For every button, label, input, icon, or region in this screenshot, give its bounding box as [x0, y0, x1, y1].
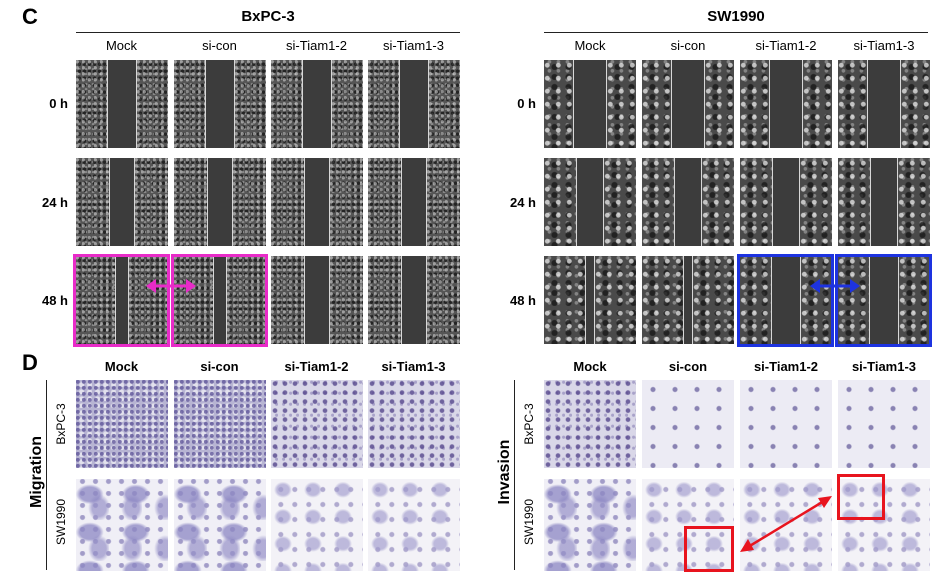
migration-bxpc3-si-tiam1-2-image [271, 380, 363, 468]
sw1990-title-underline [544, 32, 928, 33]
bxpc3-col-si-con: si-con [202, 38, 237, 53]
sw1990-col-mock: Mock [574, 38, 606, 53]
migration-bxpc3-si-con-image [174, 380, 266, 468]
invasion-bxpc3-si-tiam1-2-image [740, 380, 832, 468]
migration-sw1990-si-tiam1-2-image [271, 479, 363, 571]
bxpc3-si-tiam1-3-24h-image [368, 158, 460, 246]
bxpc3-si-tiam1-2-48h-image [271, 256, 363, 344]
sw1990-mock-48h-image [544, 256, 636, 344]
sw1990-si-tiam1-2-48h-image [740, 256, 832, 344]
migration-col-si-tiam1-2: si-Tiam1-2 [284, 359, 349, 374]
bxpc3-si-tiam1-3-48h-image [368, 256, 460, 344]
bxpc3-si-con-48h-image [174, 256, 266, 344]
invasion-sw1990-label: SW1990 [522, 498, 536, 546]
sw1990-time-0h: 0 h [517, 96, 536, 111]
sw1990-col-si-tiam1-2: si-Tiam1-2 [755, 38, 817, 53]
bxpc3-si-tiam1-3-0h-image [368, 60, 460, 148]
migration-col-si-con: si-con [200, 359, 239, 374]
bxpc3-mock-48h-image [76, 256, 168, 344]
invasion-bxpc3-si-tiam1-3-image [838, 380, 930, 468]
panel-c-letter: C [22, 4, 38, 29]
sw1990-time-48h: 48 h [509, 293, 536, 308]
invasion-col-si-tiam1-2: si-Tiam1-2 [753, 359, 819, 374]
panel-d-letter: D [22, 350, 38, 375]
bxpc3-si-con-48h-highlight [171, 254, 268, 347]
sw1990-si-tiam1-2-24h-image [740, 158, 832, 246]
bxpc3-mock-0h-image [76, 60, 168, 148]
bxpc3-si-tiam1-2-24h-image [271, 158, 363, 246]
bxpc3-si-con-24h-image [174, 158, 266, 246]
migration-bxpc3-label: BxPC-3 [54, 403, 68, 445]
bxpc3-si-tiam1-2-0h-image [271, 60, 363, 148]
migration-col-si-tiam1-3: si-Tiam1-3 [381, 359, 446, 374]
bxpc3-col-si-tiam1-2: si-Tiam1-2 [286, 38, 347, 53]
sw1990-col-si-con: si-con [670, 38, 706, 53]
bxpc3-col-si-tiam1-3: si-Tiam1-3 [383, 38, 444, 53]
migration-sw1990-label: SW1990 [54, 498, 68, 546]
sw1990-si-tiam1-3-48h-highlight [835, 254, 932, 347]
bxpc3-mock-24h-image [76, 158, 168, 246]
bxpc3-title-underline [76, 32, 460, 33]
sw1990-group-title: SW1990 [707, 8, 765, 25]
invasion-si-tiam1-3-highlight [837, 474, 885, 520]
migration-col-mock: Mock [104, 359, 139, 374]
migration-sw1990-si-con-image [174, 479, 266, 571]
invasion-divider [514, 380, 515, 570]
bxpc3-group-title: BxPC-3 [241, 8, 295, 25]
migration-compare-arrow-icon [146, 279, 196, 293]
sw1990-col-si-tiam1-3: si-Tiam1-3 [853, 38, 915, 53]
sw1990-compare-arrow-icon [810, 279, 860, 293]
invasion-sw1990-mock-image [544, 479, 636, 571]
invasion-compare-arrow-icon [740, 496, 832, 552]
sw1990-si-tiam1-3-0h-image [838, 60, 930, 148]
bxpc3-col-mock: Mock [105, 38, 138, 53]
migration-bxpc3-si-tiam1-3-image [368, 380, 460, 468]
invasion-col-si-con: si-con [668, 359, 708, 374]
invasion-sw1990-si-con-image [642, 479, 734, 571]
sw1990-si-tiam1-2-48h-highlight [737, 254, 834, 347]
migration-label: Migration [28, 436, 45, 508]
sw1990-si-con-24h-image [642, 158, 734, 246]
sw1990-si-tiam1-3-48h-image [838, 256, 930, 344]
migration-divider [46, 380, 47, 570]
sw1990-si-tiam1-2-0h-image [740, 60, 832, 148]
migration-bxpc3-mock-image [76, 380, 168, 468]
invasion-si-con-highlight [684, 526, 734, 572]
bxpc3-si-con-0h-image [174, 60, 266, 148]
sw1990-si-tiam1-3-24h-image [838, 158, 930, 246]
invasion-label: Invasion [496, 439, 513, 505]
bxpc3-time-48h: 48 h [41, 293, 68, 308]
bxpc3-time-24h: 24 h [41, 195, 68, 210]
sw1990-si-con-0h-image [642, 60, 734, 148]
sw1990-time-24h: 24 h [509, 195, 536, 210]
invasion-bxpc3-label: BxPC-3 [522, 403, 536, 445]
invasion-bxpc3-si-con-image [642, 380, 734, 468]
invasion-col-mock: Mock [573, 359, 607, 374]
bxpc3-mock-48h-highlight [73, 254, 170, 347]
invasion-bxpc3-mock-image [544, 380, 636, 468]
sw1990-mock-0h-image [544, 60, 636, 148]
sw1990-si-con-48h-image [642, 256, 734, 344]
migration-sw1990-mock-image [76, 479, 168, 571]
sw1990-mock-24h-image [544, 158, 636, 246]
bxpc3-time-0h: 0 h [49, 96, 68, 111]
migration-sw1990-si-tiam1-3-image [368, 479, 460, 571]
invasion-col-si-tiam1-3: si-Tiam1-3 [851, 359, 917, 374]
